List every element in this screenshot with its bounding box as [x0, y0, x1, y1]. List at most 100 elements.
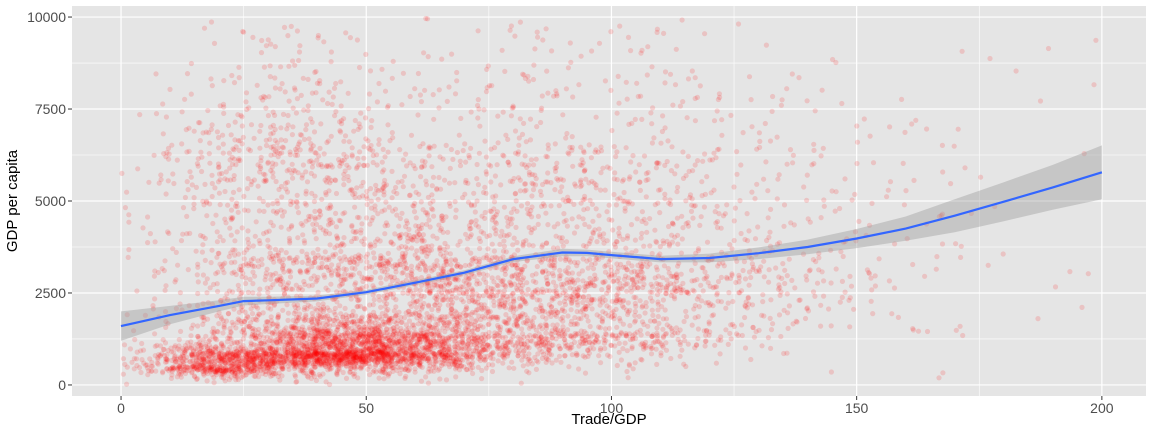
scatter-point: [207, 337, 213, 343]
scatter-point: [357, 353, 363, 360]
scatter-point: [429, 313, 435, 319]
scatter-point: [365, 353, 371, 359]
scatter-point: [759, 343, 765, 349]
scatter-point: [277, 339, 283, 345]
scatter-point: [178, 238, 185, 244]
scatter-point: [346, 351, 352, 357]
scatter-point: [252, 373, 258, 379]
scatter-point: [393, 304, 399, 310]
scatter-point: [452, 361, 458, 367]
scatter-point: [327, 365, 333, 371]
scatter-point: [235, 316, 241, 322]
scatter-point: [194, 272, 200, 278]
scatter-point: [326, 343, 332, 349]
scatter-point: [423, 178, 429, 184]
scatter-point: [264, 266, 270, 272]
scatter-point: [409, 344, 416, 350]
scatter-point: [318, 265, 324, 271]
scatter-point: [236, 317, 242, 323]
scatter-point: [334, 271, 341, 278]
scatter-point: [334, 353, 340, 359]
scatter-point: [447, 354, 453, 360]
scatter-point: [524, 343, 531, 349]
scatter-point: [184, 231, 190, 237]
scatter-point: [322, 328, 328, 334]
scatter-point: [305, 350, 312, 356]
scatter-point: [319, 359, 326, 365]
scatter-point: [278, 329, 284, 335]
scatter-point: [350, 344, 356, 350]
scatter-points: [119, 15, 1099, 388]
scatter-point: [375, 328, 382, 334]
scatter-point: [331, 343, 337, 349]
scatter-point: [361, 357, 367, 363]
scatter-point: [311, 332, 317, 338]
scatter-point: [337, 321, 343, 327]
scatter-point: [477, 342, 483, 348]
scatter-point: [315, 357, 321, 363]
scatter-point: [268, 314, 274, 320]
scatter-point: [357, 324, 363, 330]
scatter-point: [368, 356, 374, 362]
scatter-point: [497, 304, 503, 310]
scatter-point: [285, 331, 291, 337]
scatter-point: [326, 363, 332, 369]
scatter-point: [530, 323, 536, 329]
scatter-point: [502, 319, 508, 325]
scatter-point: [238, 358, 244, 364]
scatter-point: [321, 333, 327, 339]
scatter-point: [276, 357, 282, 363]
scatter-point: [363, 341, 369, 347]
scatter-point: [485, 284, 491, 290]
scatter-point: [397, 341, 403, 347]
scatter-point: [246, 359, 252, 365]
scatter-point: [284, 349, 290, 355]
scatter-point: [654, 325, 660, 331]
scatter-point: [354, 333, 360, 339]
scatter-point: [285, 340, 291, 346]
scatter-point: [409, 245, 415, 251]
scatter-point: [384, 335, 390, 341]
scatter-point: [367, 345, 373, 352]
scatter-point: [285, 352, 291, 358]
scatter-point: [365, 348, 371, 354]
scatter-point: [288, 345, 294, 351]
scatter-point: [140, 225, 146, 231]
scatter-point: [348, 365, 354, 371]
scatter-point: [378, 280, 384, 286]
scatter-point: [425, 194, 431, 200]
scatter-point: [268, 345, 274, 351]
scatter-point: [315, 333, 321, 339]
scatter-point: [313, 377, 319, 384]
scatter-point: [387, 338, 393, 344]
scatter-point: [245, 348, 251, 354]
scatter-point: [465, 341, 471, 347]
scatter-point: [324, 347, 330, 353]
scatter-point: [265, 361, 271, 367]
scatter-point: [264, 285, 270, 291]
scatter-point: [458, 345, 464, 351]
scatter-point: [452, 329, 458, 335]
scatter-point: [279, 194, 285, 200]
scatter-point: [281, 358, 287, 365]
scatter-point: [357, 354, 363, 360]
scatter-point: [456, 355, 462, 362]
scatter-point: [176, 337, 182, 343]
scatter-point: [413, 344, 419, 350]
scatter-point: [319, 260, 325, 266]
scatter-point: [261, 351, 267, 357]
scatter-point: [342, 331, 349, 337]
scatter-point: [281, 359, 287, 365]
scatter-point: [416, 223, 422, 229]
scatter-point: [381, 352, 387, 358]
scatter-point: [435, 367, 441, 373]
scatter-point: [443, 336, 449, 342]
scatter-point: [483, 154, 489, 160]
scatter-point: [198, 342, 204, 348]
scatter-point: [380, 351, 386, 357]
scatter-point: [486, 329, 492, 336]
scatter-point: [329, 220, 336, 226]
scatter-point: [426, 314, 432, 320]
scatter-point: [536, 331, 542, 337]
scatter-point: [431, 364, 437, 370]
